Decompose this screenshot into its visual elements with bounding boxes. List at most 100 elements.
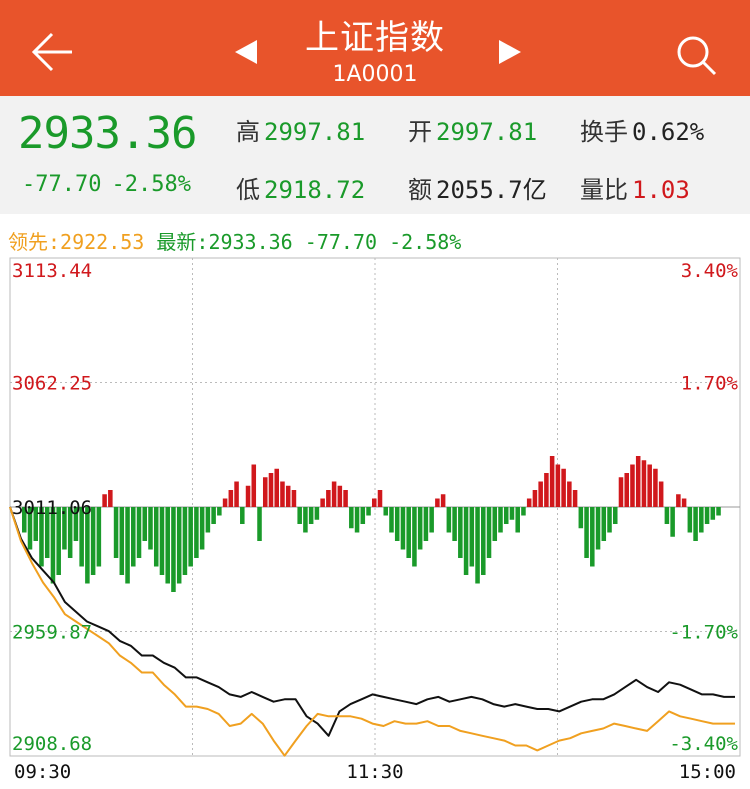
volume-bars <box>22 456 721 592</box>
volume-bar <box>452 507 457 541</box>
volume-bar <box>635 456 641 507</box>
volume-bar <box>458 507 463 558</box>
y-pct-label: -1.70% <box>669 622 738 644</box>
volume-bar <box>699 507 704 533</box>
volume-bar <box>303 507 308 533</box>
search-icon[interactable] <box>674 33 718 77</box>
volume-bar <box>710 507 716 520</box>
volume-bar <box>463 507 469 575</box>
volume-bar <box>33 507 39 541</box>
volume-bar <box>664 507 670 524</box>
volume-bar <box>251 464 257 507</box>
volume-bar <box>136 507 142 558</box>
back-arrow-icon[interactable] <box>30 30 74 74</box>
volume-bar <box>676 494 681 507</box>
volume-bar <box>601 507 607 541</box>
amount-value: 2055.7亿 <box>436 176 547 204</box>
volume-bar <box>240 507 245 524</box>
volume-bar <box>217 507 222 516</box>
volume-bar <box>274 468 279 507</box>
y-tick-label: 3011.06 <box>12 497 92 519</box>
price-change: -77.70 -2.58% <box>22 172 201 197</box>
change-percent: -2.58% <box>111 172 191 197</box>
turnover-label: 换手 <box>580 118 628 146</box>
open-stat: 开 2997.81 <box>408 112 537 147</box>
volume-ratio-value: 1.03 <box>632 176 690 204</box>
volume-bar <box>142 507 148 541</box>
triangle-left-icon[interactable] <box>233 40 259 64</box>
volume-bar <box>73 507 79 541</box>
volume-bar <box>96 507 102 567</box>
volume-bar <box>262 477 268 507</box>
volume-bar <box>670 507 675 537</box>
volume-bar <box>544 473 549 507</box>
stock-code: 1A0001 <box>332 62 418 87</box>
volume-bar <box>297 507 302 524</box>
volume-bar <box>612 507 618 524</box>
lead-value: 2922.53 <box>60 230 145 254</box>
volume-bar <box>435 498 440 507</box>
volume-ratio-stat: 量比 1.03 <box>580 170 690 205</box>
volume-bar <box>291 490 297 507</box>
volume-bar <box>308 507 314 524</box>
quote-panel: 2933.36 -77.70 -2.58% 高 2997.81 开 2997.81 换… <box>0 96 750 214</box>
volume-bar <box>268 473 274 507</box>
volume-bar <box>658 481 664 507</box>
change-value: -77.70 <box>22 172 102 197</box>
open-value: 2997.81 <box>436 118 538 146</box>
x-tick-label: 15:00 <box>679 761 736 783</box>
high-label: 高 <box>236 118 260 146</box>
volume-bar <box>412 507 417 567</box>
volume-bar <box>429 507 434 533</box>
volume-bar <box>176 507 182 584</box>
volume-bar <box>521 507 526 516</box>
volume-bar <box>44 507 50 558</box>
volume-bar <box>492 507 498 541</box>
y-tick-label: 2908.68 <box>12 733 92 755</box>
volume-bar <box>693 507 698 541</box>
volume-bar <box>182 507 188 575</box>
volume-bar <box>90 507 96 575</box>
volume-bar <box>285 485 291 507</box>
volume-bar <box>555 464 561 507</box>
volume-bar <box>337 485 343 507</box>
volume-bar <box>205 507 211 533</box>
volume-bar <box>153 507 159 567</box>
volume-bar <box>417 507 423 550</box>
volume-bar <box>624 473 629 507</box>
volume-bar <box>509 507 515 520</box>
triangle-right-icon[interactable] <box>497 40 523 64</box>
volume-bar <box>228 490 234 507</box>
volume-bar <box>486 507 492 558</box>
lead-line <box>9 506 735 757</box>
current-price: 2933.36 <box>18 108 197 159</box>
latest-percent: -2.58% <box>389 230 462 254</box>
low-label: 低 <box>236 176 260 204</box>
volume-bar <box>194 507 199 558</box>
volume-bar <box>394 507 400 541</box>
price-line <box>9 506 735 737</box>
volume-bar <box>630 464 635 507</box>
y-tick-label: 3062.25 <box>12 373 92 395</box>
volume-ratio-label: 量比 <box>580 176 628 204</box>
volume-bar <box>39 507 44 567</box>
volume-bar <box>211 507 216 524</box>
volume-bar <box>567 481 572 507</box>
low-stat: 低 2918.72 <box>236 170 365 205</box>
x-tick-label: 09:30 <box>14 761 71 783</box>
y-tick-label: 2959.87 <box>12 622 92 644</box>
intraday-chart[interactable]: 3113.44 3062.25 3011.06 2959.87 2908.68 3.40%… <box>0 256 750 789</box>
volume-bar <box>199 507 205 550</box>
volume-bar <box>280 481 285 507</box>
turnover-stat: 换手 0.62% <box>580 112 704 147</box>
y-pct-label: -3.40% <box>669 733 738 755</box>
volume-bar <box>67 507 73 558</box>
volume-bar <box>716 507 721 516</box>
volume-bar <box>549 456 555 507</box>
y-tick-label: 3113.44 <box>12 260 92 282</box>
title-bar: 上证指数 1A0001 <box>0 0 750 96</box>
latest-change: -77.70 <box>304 230 378 254</box>
latest-label: 最新: <box>156 230 209 254</box>
y-pct-label: 3.40% <box>681 260 739 282</box>
volume-bar <box>113 507 119 558</box>
